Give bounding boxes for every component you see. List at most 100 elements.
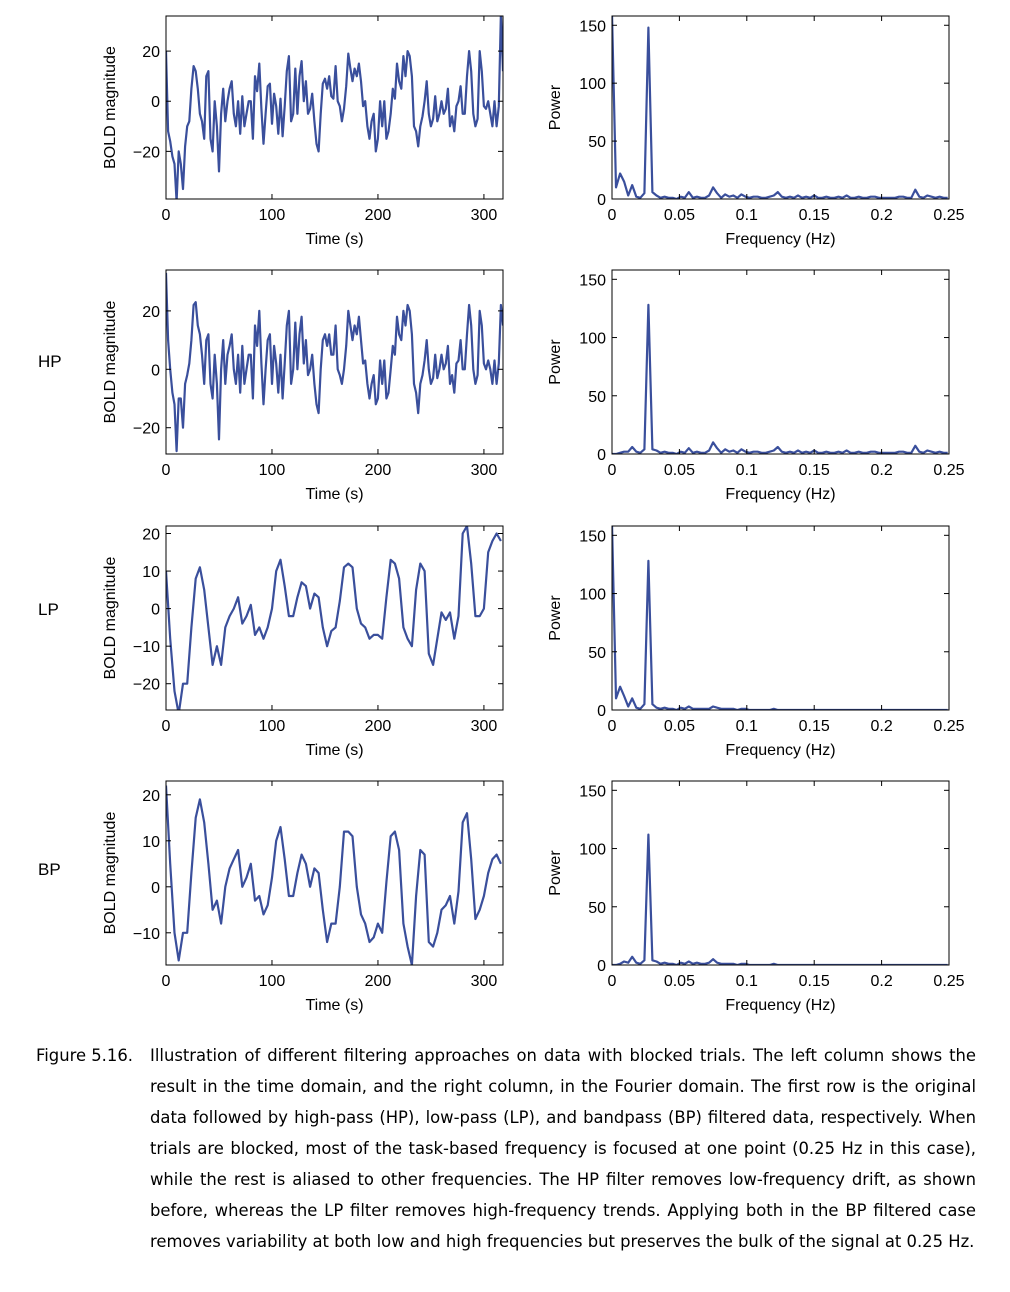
y-tick-label: 150 <box>579 18 606 35</box>
x-axis-label: Frequency (Hz) <box>725 231 835 248</box>
x-tick-label: 200 <box>365 718 392 735</box>
y-axis-label: Power <box>547 339 564 385</box>
x-tick-label: 100 <box>259 462 286 479</box>
axes-box-time-hp <box>165 269 504 455</box>
series-line-time-hp-0 <box>166 272 503 453</box>
y-axis-label: BOLD magnitude <box>102 46 119 169</box>
x-tick-label: 0.25 <box>933 462 964 479</box>
y-tick-label: 100 <box>579 76 606 93</box>
x-tick-label: 300 <box>471 462 498 479</box>
x-axis-label: Time (s) <box>305 231 363 248</box>
x-tick-label: 0.25 <box>933 718 964 735</box>
x-tick-label: 100 <box>259 207 286 224</box>
y-tick-label: 20 <box>142 788 160 805</box>
x-tick-label: 0.1 <box>736 718 758 735</box>
axes-box-time-original <box>165 15 504 200</box>
series-line-freq-lp-0 <box>612 526 948 710</box>
x-tick-label: 200 <box>365 973 392 990</box>
x-tick-label: 300 <box>471 207 498 224</box>
y-tick-label: 50 <box>588 900 606 917</box>
y-tick-label: 10 <box>142 834 160 851</box>
x-axis-label: Time (s) <box>305 742 363 759</box>
series-line-time-original-0 <box>166 16 503 199</box>
x-tick-label: 0 <box>162 462 171 479</box>
axes-box-freq-original <box>611 15 950 200</box>
y-tick-label: 0 <box>151 880 160 897</box>
y-tick-label: 0 <box>151 362 160 379</box>
y-tick-label: 0 <box>597 192 606 209</box>
series-line-freq-original-0 <box>612 16 948 199</box>
series-line-freq-bp-0 <box>612 833 948 965</box>
row-label-hp: HP <box>38 352 62 371</box>
x-axis-label: Frequency (Hz) <box>725 997 835 1014</box>
row-label-bp: BP <box>38 860 61 879</box>
row-label-lp: LP <box>38 600 59 619</box>
x-tick-label: 0.2 <box>870 973 892 990</box>
y-tick-label: −10 <box>133 639 160 656</box>
x-tick-label: 200 <box>365 207 392 224</box>
x-axis-label: Frequency (Hz) <box>725 486 835 503</box>
x-tick-label: 0.15 <box>799 207 830 224</box>
x-tick-label: 0.15 <box>799 462 830 479</box>
panel-time-bp: 0 100 200 300 −10 0 10 20 Time (s) BOLD magnitude <box>102 780 504 1014</box>
axes-box-time-bp <box>165 780 504 966</box>
x-tick-label: 0.25 <box>933 207 964 224</box>
x-tick-label: 100 <box>259 973 286 990</box>
caption-label: Figure 5.16. <box>36 1046 133 1065</box>
x-tick-label: 0.15 <box>799 973 830 990</box>
y-tick-label: 0 <box>151 94 160 111</box>
axes-box-freq-bp <box>611 780 950 966</box>
series-line-freq-hp-0 <box>612 303 948 454</box>
x-tick-label: 0 <box>608 718 617 735</box>
axes-box-time-lp <box>165 525 504 711</box>
series-line-time-lp-0 <box>166 526 502 710</box>
panel-freq-lp: 0 0.05 0.1 0.15 0.2 0.25 0 50 100 150 Frequency (H… <box>547 525 965 759</box>
figure-caption: Figure 5.16. Illustration of different f… <box>36 1040 976 1257</box>
y-tick-label: 0 <box>597 447 606 464</box>
y-tick-label: 20 <box>142 304 160 321</box>
y-tick-label: 0 <box>151 602 160 619</box>
x-tick-label: 0.05 <box>664 207 695 224</box>
caption-text: Illustration of different filtering appr… <box>150 1046 976 1251</box>
series-line-time-bp-0 <box>166 785 502 965</box>
x-tick-label: 200 <box>365 462 392 479</box>
y-tick-label: 50 <box>588 645 606 662</box>
y-tick-label: 0 <box>597 958 606 975</box>
y-tick-label: 100 <box>579 331 606 348</box>
panel-freq-original: 0 0.05 0.1 0.15 0.2 0.25 0 50 100 150 Frequency (H… <box>547 15 965 248</box>
y-axis-label: BOLD magnitude <box>102 812 119 935</box>
panel-time-hp: 0 100 200 300 −20 0 20 Time (s) BOLD magnitude <box>102 269 504 503</box>
y-tick-label: 20 <box>142 44 160 61</box>
y-axis-label: BOLD magnitude <box>102 557 119 680</box>
y-tick-label: 150 <box>579 783 606 800</box>
x-axis-label: Time (s) <box>305 997 363 1014</box>
x-tick-label: 0.25 <box>933 973 964 990</box>
x-axis-label: Time (s) <box>305 486 363 503</box>
panel-freq-bp: 0 0.05 0.1 0.15 0.2 0.25 0 50 100 150 Frequency (H… <box>547 780 965 1014</box>
y-axis-label: Power <box>547 84 564 130</box>
x-tick-label: 0.05 <box>664 973 695 990</box>
x-tick-label: 0.1 <box>736 462 758 479</box>
x-tick-label: 0 <box>162 973 171 990</box>
y-tick-label: −20 <box>133 677 160 694</box>
x-tick-label: 300 <box>471 973 498 990</box>
y-axis-label: Power <box>547 850 564 896</box>
x-tick-label: 300 <box>471 718 498 735</box>
x-tick-label: 0 <box>162 718 171 735</box>
panel-freq-hp: 0 0.05 0.1 0.15 0.2 0.25 0 50 100 150 Frequency (H… <box>547 269 965 503</box>
y-axis-label: BOLD magnitude <box>102 301 119 424</box>
x-tick-label: 0.2 <box>870 462 892 479</box>
figure: HP LP BP 0 100 200 300 −20 0 20 Time (s) BOLD ma… <box>38 15 965 1014</box>
y-tick-label: −20 <box>133 421 160 438</box>
x-tick-label: 0 <box>608 462 617 479</box>
y-tick-label: 50 <box>588 389 606 406</box>
x-tick-label: 0.15 <box>799 718 830 735</box>
x-tick-label: 0.1 <box>736 973 758 990</box>
x-tick-label: 0.1 <box>736 207 758 224</box>
x-tick-label: 100 <box>259 718 286 735</box>
axes-box-freq-lp <box>611 525 950 711</box>
y-tick-label: 0 <box>597 703 606 720</box>
y-tick-label: −10 <box>133 926 160 943</box>
x-tick-label: 0.05 <box>664 462 695 479</box>
